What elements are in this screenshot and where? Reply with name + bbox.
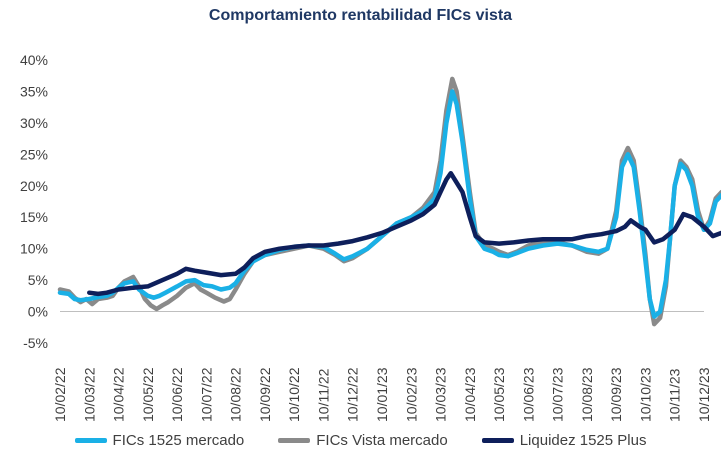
y-tick-label: 0% xyxy=(28,304,48,320)
x-tick-label: 10/10/22 xyxy=(286,367,302,422)
legend-label-liquidez: Liquidez 1525 Plus xyxy=(519,432,647,449)
x-tick-label: 10/07/22 xyxy=(198,367,214,422)
x-tick-label: 10/02/23 xyxy=(403,367,419,422)
series-lines xyxy=(57,76,721,327)
legend-item-fics-vista: FICs Vista mercado xyxy=(278,432,448,449)
legend-item-fics-1525: FICs 1525 mercado xyxy=(74,432,245,449)
series-line-2 xyxy=(87,170,721,297)
x-tick-label: 10/03/22 xyxy=(81,367,97,422)
x-tick-label: 10/04/23 xyxy=(462,367,478,422)
y-tick-label: 40% xyxy=(20,52,48,68)
y-tick-label: 15% xyxy=(20,209,48,225)
x-tick-label: 10/05/23 xyxy=(491,367,507,422)
x-tick-label: 10/09/23 xyxy=(608,367,624,422)
x-tick-label: 10/11/22 xyxy=(315,368,331,422)
y-tick-label: -5% xyxy=(23,335,48,351)
y-tick-label: 30% xyxy=(20,115,48,131)
legend-swatch-liquidez xyxy=(481,438,514,443)
x-tick-label: 10/12/23 xyxy=(696,367,712,422)
x-tick-label: 10/09/22 xyxy=(257,367,273,422)
legend-label-fics-1525: FICs 1525 mercado xyxy=(112,432,245,449)
x-tick-label: 10/02/22 xyxy=(52,367,68,422)
y-tick-label: 25% xyxy=(20,146,48,162)
x-tick-label: 10/12/22 xyxy=(345,367,361,422)
y-tick-label: 5% xyxy=(28,272,48,288)
legend-swatch-fics-1525 xyxy=(74,438,107,443)
x-tick-label: 10/11/23 xyxy=(667,368,683,422)
x-tick-label: 10/06/23 xyxy=(520,367,536,422)
legend-label-fics-vista: FICs Vista mercado xyxy=(316,432,448,449)
x-tick-label: 10/05/22 xyxy=(140,367,156,422)
legend-item-liquidez: Liquidez 1525 Plus xyxy=(481,432,647,449)
series-line-1 xyxy=(57,76,721,327)
x-tick-label: 10/08/22 xyxy=(228,367,244,422)
legend-swatch-fics-vista xyxy=(278,438,311,443)
x-tick-label: 10/04/22 xyxy=(111,367,127,422)
chart-title: Comportamiento rentabilidad FICs vista xyxy=(208,7,513,24)
x-tick-label: 10/08/23 xyxy=(579,367,595,422)
y-tick-label: 35% xyxy=(20,83,48,99)
y-axis-ticks: 40% 35% 30% 25% 20% 15% 10% 5% 0% -5% xyxy=(20,52,48,351)
x-tick-label: 10/07/23 xyxy=(550,367,566,422)
x-tick-label: 10/03/23 xyxy=(433,367,449,422)
series-line-0 xyxy=(57,89,721,319)
y-tick-label: 10% xyxy=(20,241,48,257)
x-axis-ticks: 10/02/22 10/03/22 10/04/22 10/05/22 10/06/22… xyxy=(52,367,712,422)
x-tick-label: 10/01/23 xyxy=(374,367,390,422)
y-tick-label: 20% xyxy=(20,178,48,194)
x-tick-label: 10/10/23 xyxy=(637,367,653,422)
legend: FICs 1525 mercado FICs Vista mercado Liq… xyxy=(0,432,721,449)
x-tick-label: 10/06/22 xyxy=(169,367,185,422)
